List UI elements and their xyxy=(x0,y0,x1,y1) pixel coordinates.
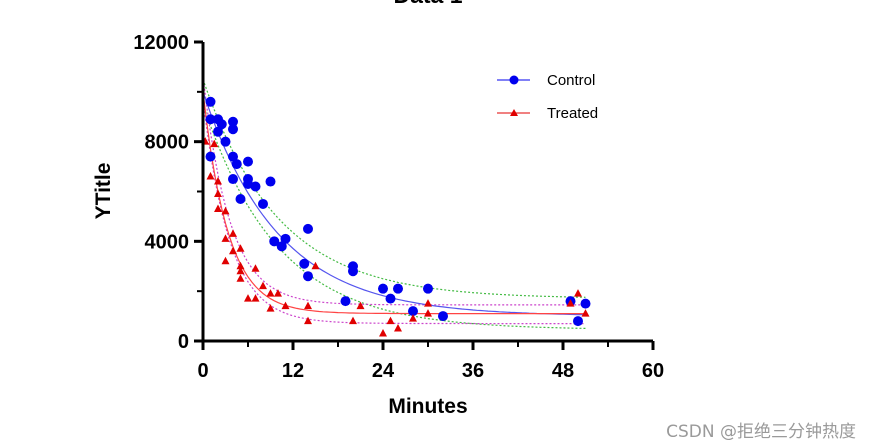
x-tick-label: 60 xyxy=(642,360,664,382)
treated-data-point xyxy=(574,289,582,297)
treated-data-point xyxy=(581,309,590,317)
treated-data-point xyxy=(229,246,237,255)
control-data-point xyxy=(423,283,433,294)
control-data-point xyxy=(276,241,287,252)
treated-data-point xyxy=(304,316,312,325)
x-tick-label: 36 xyxy=(462,360,484,382)
control-data-point xyxy=(258,198,268,209)
treated-ci-lower xyxy=(202,99,586,325)
control-data-point xyxy=(205,114,216,125)
control-data-point xyxy=(205,151,216,162)
control-data-point xyxy=(228,151,238,162)
treated-data-point xyxy=(214,177,222,185)
treated-data-point xyxy=(424,299,432,307)
watermark-text: CSDN @拒绝三分钟热度 xyxy=(666,422,856,442)
treated-data-point xyxy=(409,314,417,322)
treated-data-point xyxy=(251,264,260,272)
control-ci-lower xyxy=(202,104,586,329)
control-data-point xyxy=(220,136,231,147)
x-axis-label: Minutes xyxy=(388,395,467,418)
legend-marker-control xyxy=(509,75,519,85)
treated-data-point xyxy=(349,316,357,325)
treated-data-point xyxy=(424,309,432,317)
treated-data-point xyxy=(244,294,252,302)
treated-data-point xyxy=(566,299,575,307)
treated-data-point xyxy=(214,189,222,197)
y-tick-label: 8000 xyxy=(145,132,190,154)
control-data-point xyxy=(378,283,388,294)
control-data-point xyxy=(280,233,291,244)
control-data-point xyxy=(231,159,242,170)
control-data-point xyxy=(228,124,238,135)
legend-label-treated: Treated xyxy=(547,105,598,122)
control-data-point xyxy=(385,293,396,304)
treated-data-point xyxy=(236,244,245,252)
legend-marker-treated xyxy=(510,109,518,116)
control-data-point xyxy=(303,271,313,282)
control-data-point xyxy=(393,283,403,294)
x-tick-label: 0 xyxy=(197,360,208,382)
control-data-point xyxy=(228,174,238,185)
treated-data-point xyxy=(266,304,275,312)
treated-data-point xyxy=(356,301,365,310)
control-data-point xyxy=(348,266,358,277)
axes xyxy=(194,40,655,350)
treated-data-point xyxy=(210,139,219,148)
control-data-point xyxy=(205,96,216,107)
legend: Control Treated xyxy=(497,72,598,122)
control-data-point xyxy=(408,306,418,317)
treated-data-point xyxy=(281,301,290,310)
control-data-point xyxy=(340,296,351,307)
treated-data-point xyxy=(266,289,275,297)
control-data-point xyxy=(243,179,253,190)
legend-label-control: Control xyxy=(547,72,595,89)
chart-title: Data 1 xyxy=(393,0,462,8)
x-tick-label: 48 xyxy=(552,360,574,382)
treated-data-point xyxy=(221,256,230,265)
y-tick-label: 12000 xyxy=(133,32,189,54)
control-data-point xyxy=(213,126,223,137)
treated-data-point xyxy=(236,261,245,270)
treated-data-point xyxy=(221,206,230,215)
treated-data-point xyxy=(221,234,230,242)
x-tick-label: 24 xyxy=(372,360,395,382)
control-data-point xyxy=(580,298,591,309)
treated-data-point xyxy=(304,301,312,310)
treated-data-point xyxy=(311,261,320,270)
treated-data-point xyxy=(229,229,237,237)
treated-data-point xyxy=(259,281,267,290)
control-data-point xyxy=(573,316,583,327)
treated-data-point xyxy=(236,274,245,282)
y-tick-label: 4000 xyxy=(145,231,190,253)
control-data-point xyxy=(250,181,261,192)
control-data-point xyxy=(299,258,310,269)
treated-data-point xyxy=(379,329,387,337)
control-data-point xyxy=(269,236,280,247)
tick-labels: 0 12 24 36 48 60 0 4000 8000 12000 xyxy=(133,32,664,382)
treated-data-point xyxy=(236,266,245,275)
control-data-point xyxy=(243,156,253,167)
control-data-point xyxy=(228,116,238,127)
control-ci-upper xyxy=(202,79,586,298)
control-data-point xyxy=(216,119,227,130)
treated-data-point xyxy=(214,204,222,212)
x-tick-label: 12 xyxy=(282,360,304,382)
treated-ci-upper xyxy=(202,76,586,306)
control-data-point xyxy=(265,176,276,187)
control-data-point xyxy=(235,193,246,204)
treated-data-point xyxy=(251,294,260,302)
y-axis-label: YTitle xyxy=(92,163,115,220)
control-data-point xyxy=(303,223,313,234)
treated-data-point xyxy=(394,324,402,332)
data-points xyxy=(201,96,591,337)
y-tick-label: 0 xyxy=(178,331,189,353)
treated-data-point xyxy=(386,316,395,325)
control-data-point xyxy=(438,311,448,322)
treated-data-point xyxy=(274,289,282,297)
treated-data-point xyxy=(206,172,215,180)
